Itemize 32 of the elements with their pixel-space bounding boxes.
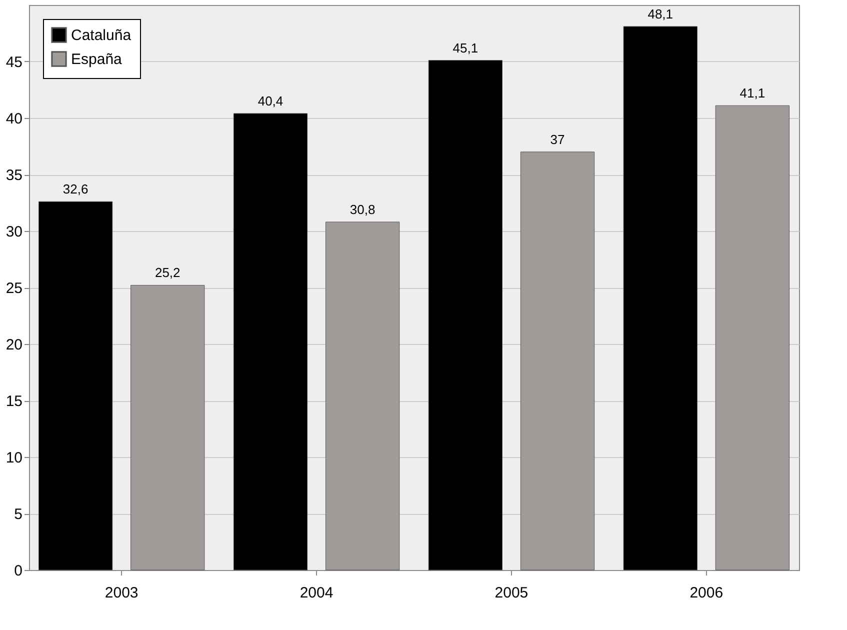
data-label: 32,6 <box>62 182 88 197</box>
data-label: 25,2 <box>154 265 180 280</box>
data-label: 30,8 <box>350 202 376 217</box>
y-tick-label: 5 <box>14 506 22 523</box>
y-tick-label: 0 <box>14 562 22 580</box>
data-label: 48,1 <box>648 6 674 22</box>
bar <box>325 222 400 570</box>
bar <box>715 105 790 570</box>
bar <box>520 152 595 570</box>
x-tick-label: 2005 <box>494 584 528 602</box>
bar <box>130 284 205 570</box>
y-tick-label: 10 <box>6 450 22 466</box>
data-label: 37 <box>550 132 565 147</box>
y-tick-label: 25 <box>6 280 22 297</box>
y-tick-label: 45 <box>6 54 22 71</box>
bar <box>428 60 503 570</box>
data-label: 45,1 <box>452 40 478 56</box>
x-tick-label: 2004 <box>300 584 334 602</box>
y-tick-label: 20 <box>6 336 22 354</box>
y-tick-label: 40 <box>6 110 22 128</box>
y-tick-label: 15 <box>6 393 22 410</box>
data-label: 41,1 <box>740 86 766 101</box>
legend-label: Cataluña <box>71 27 132 44</box>
bar <box>38 201 113 570</box>
data-label: 40,4 <box>258 93 284 108</box>
y-tick-label: 35 <box>6 167 22 184</box>
legend-label: España <box>71 51 123 68</box>
bar <box>623 26 698 570</box>
x-tick-label: 2006 <box>690 584 724 602</box>
y-tick-label: 30 <box>6 224 22 240</box>
x-tick-label: 2003 <box>104 584 138 602</box>
bar <box>233 113 308 570</box>
